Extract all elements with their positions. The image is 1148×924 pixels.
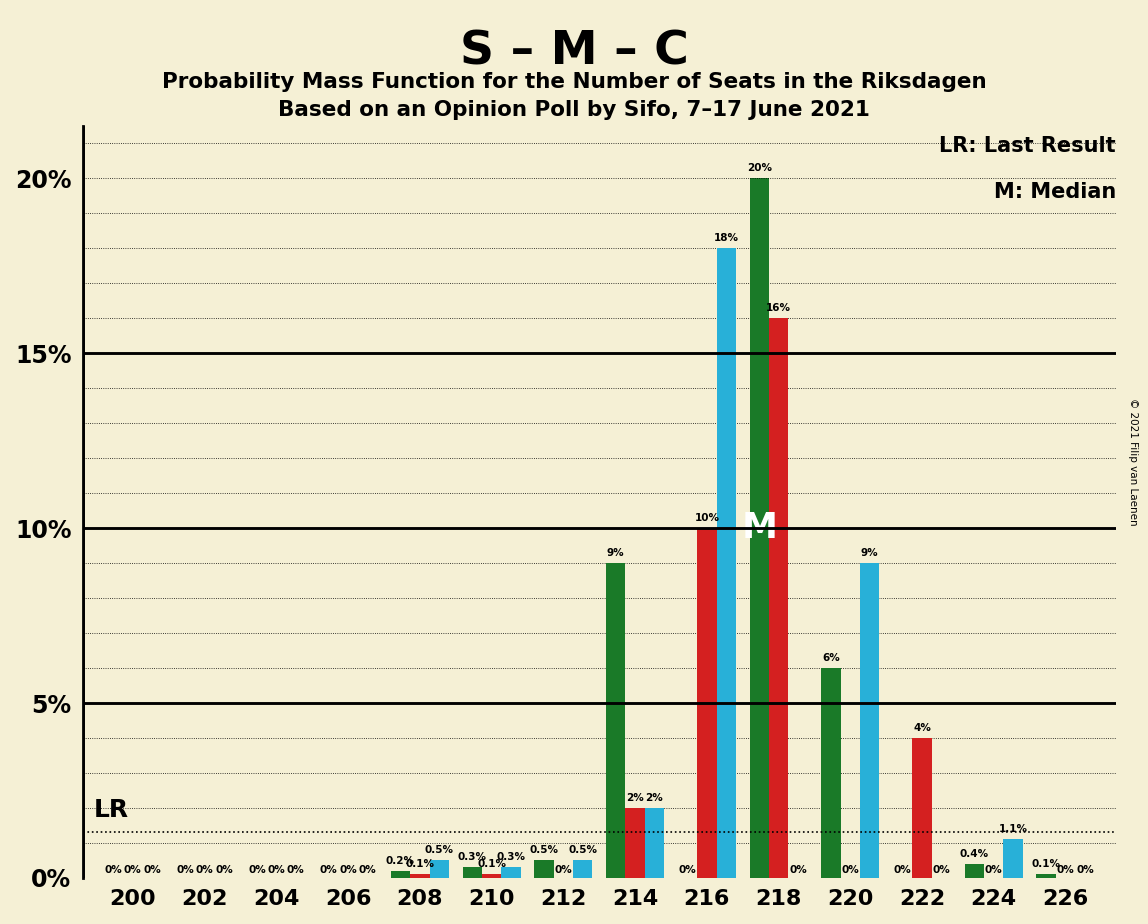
Text: 2%: 2% <box>645 793 664 803</box>
Text: 0%: 0% <box>215 865 233 875</box>
Text: Probability Mass Function for the Number of Seats in the Riksdagen: Probability Mass Function for the Number… <box>162 72 986 92</box>
Bar <box>502 868 521 878</box>
Text: 0%: 0% <box>144 865 161 875</box>
Text: 0%: 0% <box>339 865 357 875</box>
Bar <box>573 860 592 878</box>
Bar <box>606 563 626 878</box>
Text: 6%: 6% <box>822 652 840 663</box>
Text: 0%: 0% <box>320 865 338 875</box>
Text: 0%: 0% <box>267 865 285 875</box>
Bar <box>390 871 410 878</box>
Bar <box>534 860 553 878</box>
Text: © 2021 Filip van Laenen: © 2021 Filip van Laenen <box>1128 398 1138 526</box>
Text: LR: Last Result: LR: Last Result <box>939 137 1116 156</box>
Text: 0%: 0% <box>678 865 697 875</box>
Text: 9%: 9% <box>861 548 878 558</box>
Bar <box>750 178 769 878</box>
Text: 4%: 4% <box>913 723 931 733</box>
Text: 0%: 0% <box>789 865 807 875</box>
Text: 2%: 2% <box>626 793 644 803</box>
Bar <box>716 249 736 878</box>
Bar <box>626 808 645 878</box>
Text: 0%: 0% <box>248 865 266 875</box>
Bar <box>1037 874 1056 878</box>
Text: M: Median: M: Median <box>993 182 1116 201</box>
Text: 0%: 0% <box>104 865 123 875</box>
Text: 0.3%: 0.3% <box>496 852 526 862</box>
Text: 0.2%: 0.2% <box>386 856 414 866</box>
Bar <box>645 808 665 878</box>
Bar <box>860 563 879 878</box>
Text: M: M <box>742 511 777 545</box>
Text: 0%: 0% <box>985 865 1002 875</box>
Bar <box>964 864 984 878</box>
Bar <box>482 874 502 878</box>
Text: 0.4%: 0.4% <box>960 848 988 858</box>
Text: 0.1%: 0.1% <box>1032 859 1061 869</box>
Bar <box>821 668 840 878</box>
Text: 10%: 10% <box>695 513 720 523</box>
Text: 18%: 18% <box>714 233 738 243</box>
Text: 0%: 0% <box>894 865 912 875</box>
Text: 16%: 16% <box>766 303 791 313</box>
Text: 0%: 0% <box>1056 865 1075 875</box>
Text: 0%: 0% <box>932 865 951 875</box>
Text: 0%: 0% <box>358 865 377 875</box>
Text: 0.1%: 0.1% <box>405 859 434 869</box>
Bar <box>429 860 449 878</box>
Text: 0.5%: 0.5% <box>529 845 558 855</box>
Text: 0%: 0% <box>841 865 859 875</box>
Bar <box>913 738 932 878</box>
Text: LR: LR <box>93 798 129 822</box>
Text: Based on an Opinion Poll by Sifo, 7–17 June 2021: Based on an Opinion Poll by Sifo, 7–17 J… <box>278 100 870 120</box>
Text: 0%: 0% <box>195 865 214 875</box>
Bar <box>697 529 716 878</box>
Text: 0.5%: 0.5% <box>568 845 597 855</box>
Text: 0%: 0% <box>554 865 572 875</box>
Text: 0%: 0% <box>177 865 194 875</box>
Text: 9%: 9% <box>607 548 625 558</box>
Text: 0%: 0% <box>1076 865 1094 875</box>
Bar <box>410 874 429 878</box>
Text: 1.1%: 1.1% <box>999 824 1027 834</box>
Text: 0.1%: 0.1% <box>478 859 506 869</box>
Text: S – M – C: S – M – C <box>459 30 689 75</box>
Bar <box>769 318 789 878</box>
Text: 0.3%: 0.3% <box>458 852 487 862</box>
Bar <box>1003 839 1023 878</box>
Text: 0%: 0% <box>124 865 141 875</box>
Bar <box>463 868 482 878</box>
Text: 0%: 0% <box>287 865 304 875</box>
Text: 20%: 20% <box>746 164 771 173</box>
Text: 0.5%: 0.5% <box>425 845 453 855</box>
